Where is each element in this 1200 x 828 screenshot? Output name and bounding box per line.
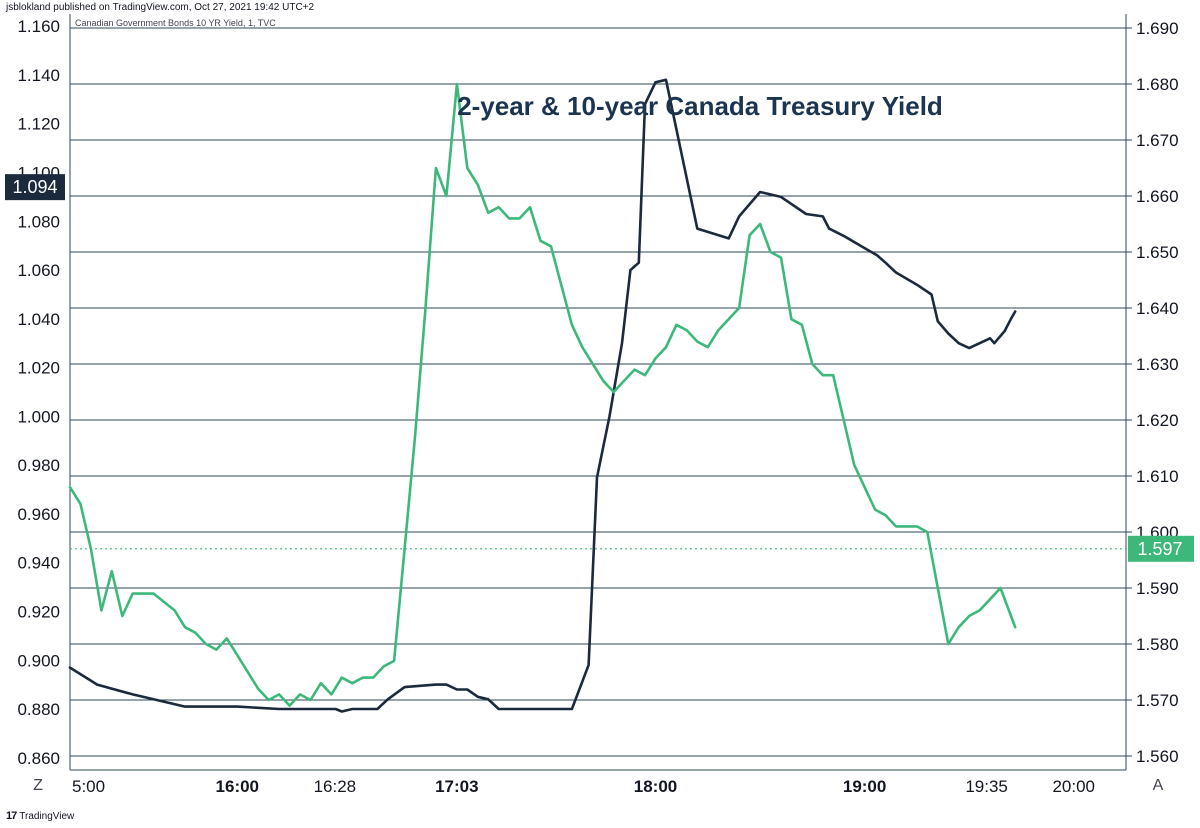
- x-tick-label: 5:00: [72, 777, 105, 796]
- svg-text:1.597: 1.597: [1137, 539, 1182, 559]
- left-axis: 1.1601.1401.1201.1001.0801.0601.0401.020…: [17, 17, 60, 768]
- right-tick-label: 1.620: [1136, 411, 1179, 430]
- x-tick-label: 17:03: [435, 777, 478, 796]
- right-tick-label: 1.660: [1136, 187, 1179, 206]
- right-tick-label: 1.640: [1136, 299, 1179, 318]
- right-tick-label: 1.590: [1136, 579, 1179, 598]
- x-tick-label: 18:00: [634, 777, 677, 796]
- right-tick-label: 1.560: [1136, 747, 1179, 766]
- left-tick-label: 1.120: [17, 115, 60, 134]
- publisher-line: jsblokland published on TradingView.com,…: [6, 2, 315, 13]
- ten-year-yield-line: [68, 82, 1017, 707]
- left-tick-label: 1.020: [17, 359, 60, 378]
- chart-title: 2-year & 10-year Canada Treasury Yield: [457, 91, 943, 121]
- tradingview-brand-text: TradingView: [19, 810, 75, 822]
- tradingview-mark-icon: 17: [6, 810, 17, 822]
- x-tick-label: 19:00: [843, 777, 886, 796]
- two-year-current-value-badge: 1.094: [5, 174, 65, 201]
- x-tick-label: 19:35: [965, 777, 1008, 796]
- right-tick-label: 1.610: [1136, 467, 1179, 486]
- chart-subtitle: Canadian Government Bonds 10 YR Yield, 1…: [75, 18, 276, 28]
- auto-scale-button[interactable]: A: [1152, 777, 1164, 794]
- left-tick-label: 1.060: [17, 261, 60, 280]
- left-tick-label: 0.860: [17, 749, 60, 768]
- right-tick-label: 1.680: [1136, 75, 1179, 94]
- left-tick-label: 0.920: [17, 602, 60, 621]
- left-tick-label: 1.040: [17, 310, 60, 329]
- left-tick-label: 1.080: [17, 212, 60, 231]
- left-tick-label: 1.140: [17, 66, 60, 85]
- left-tick-label: 1.000: [17, 407, 60, 426]
- left-tick-label: 0.880: [17, 700, 60, 719]
- tradingview-logo: 17 TradingView: [6, 810, 74, 822]
- z-scale-button[interactable]: Z: [33, 777, 43, 794]
- x-tick-label: 16:28: [314, 777, 357, 796]
- right-tick-label: 1.690: [1136, 19, 1179, 38]
- ten-year-current-value-badge: 1.597: [1128, 535, 1194, 562]
- right-axis: 1.690 1.680 1.670 1.660 1.650 1.640 1.630 1.620…: [1126, 19, 1179, 766]
- svg-text:1.094: 1.094: [12, 177, 57, 197]
- two-year-yield-line: [68, 78, 1017, 713]
- right-tick-label: 1.670: [1136, 131, 1179, 150]
- right-tick-label: 1.630: [1136, 355, 1179, 374]
- x-axis[interactable]: 5:00 16:00 16:28 17:03 18:00 19:00 19:35 20:00: [72, 777, 1095, 796]
- left-tick-label: 0.980: [17, 456, 60, 475]
- right-tick-label: 1.570: [1136, 691, 1179, 710]
- x-tick-label: 16:00: [216, 777, 259, 796]
- left-tick-label: 0.960: [17, 505, 60, 524]
- series-layer: [68, 78, 1017, 713]
- x-tick-label: 20:00: [1052, 777, 1095, 796]
- grid: [70, 27, 1126, 757]
- left-tick-label: 1.160: [17, 17, 60, 36]
- left-tick-label: 0.940: [17, 554, 60, 573]
- right-tick-label: 1.650: [1136, 243, 1179, 262]
- right-tick-label: 1.580: [1136, 635, 1179, 654]
- left-tick-label: 0.900: [17, 651, 60, 670]
